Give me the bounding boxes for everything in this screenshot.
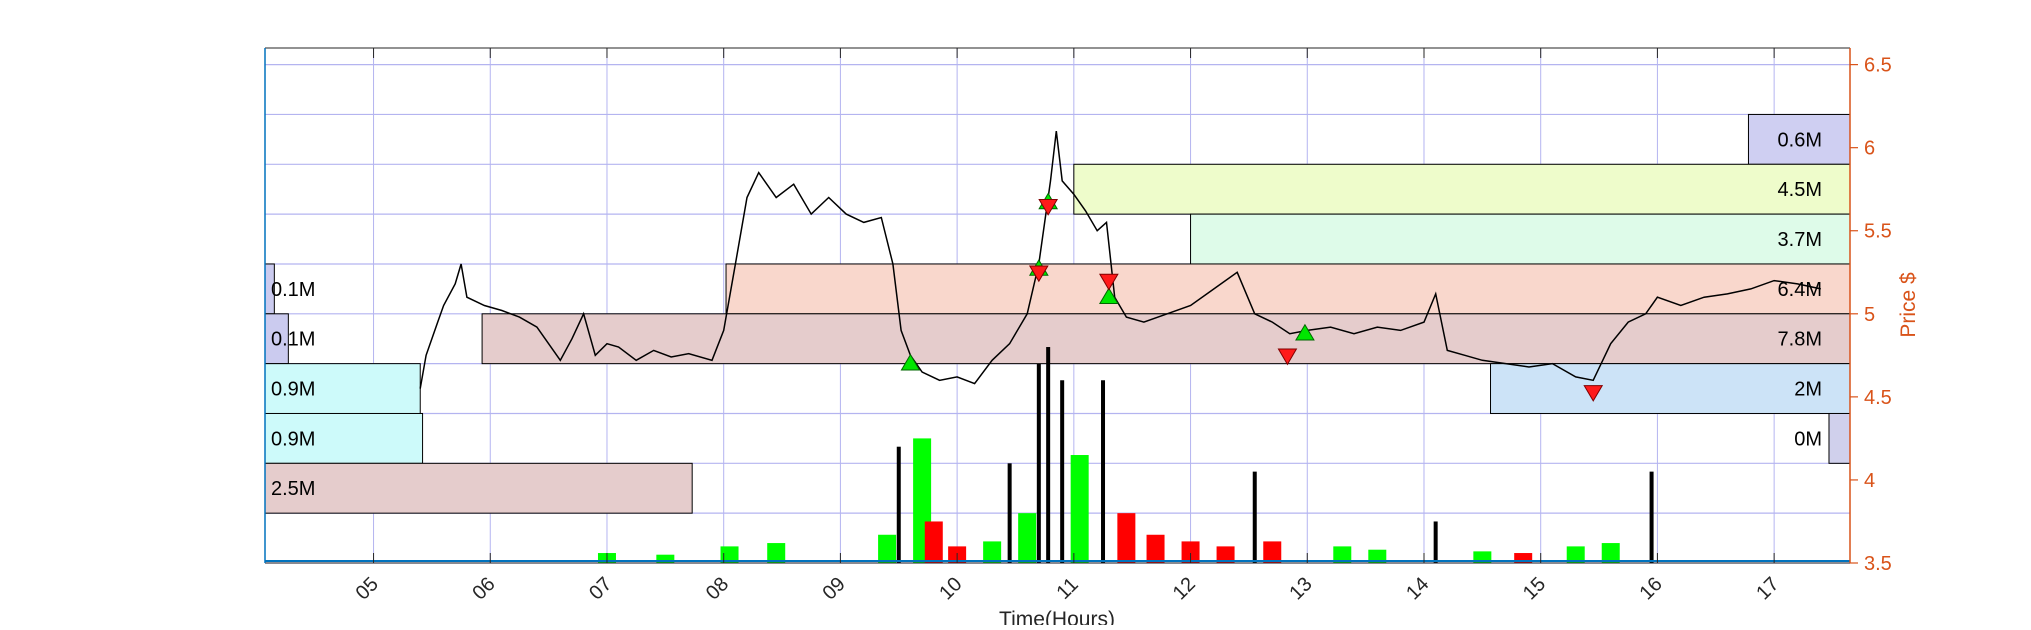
volume-profile-bar [1073, 163, 1851, 215]
volume-bar [1601, 543, 1620, 563]
volume-bar [1433, 521, 1438, 563]
volume-bar [924, 521, 943, 563]
volume-bar [1060, 380, 1065, 563]
volume-profile-label: 6.4M [1778, 279, 1822, 301]
sell-signal-marker [1098, 273, 1119, 291]
y-tick-label: 4 [1864, 470, 1875, 492]
volume-bar [1018, 513, 1037, 563]
sell-signal-marker [1277, 348, 1298, 366]
y-tick-label: 3.5 [1864, 553, 1892, 575]
volume-bar [1333, 546, 1352, 563]
volume-bar [1263, 541, 1282, 563]
y-axis-label: Price $ [1897, 272, 1920, 338]
volume-bar [1368, 549, 1387, 563]
volume-bar [767, 543, 786, 563]
volume-bar [1473, 551, 1492, 563]
price-line [419, 131, 1821, 389]
buy-signal-marker [1098, 287, 1119, 304]
volume-profile-label: 0.6M [1778, 129, 1822, 151]
volume-profile-bar [1828, 412, 1851, 464]
sell-signal-marker [1583, 385, 1604, 402]
volume-bar [1117, 513, 1136, 563]
volume-bar [1566, 546, 1585, 563]
price-series [419, 131, 1821, 389]
volume-profile-label: 0M [1794, 428, 1822, 450]
volume-bar [1146, 534, 1165, 563]
buy-signal-marker [1295, 323, 1315, 341]
volume-bar [1216, 546, 1235, 563]
volume-bar [720, 546, 739, 563]
volume-bar [656, 554, 675, 563]
signal-markers [900, 192, 1604, 402]
volume-bar [1514, 553, 1533, 563]
volume-bar [1070, 455, 1089, 563]
x-axis-label: Time(Hours) [999, 608, 1115, 625]
sell-signal-marker [1028, 265, 1049, 283]
volume-profile-label: 0.1M [271, 329, 315, 351]
volume-bar [1649, 471, 1654, 563]
volume-profile-label: 0.9M [271, 428, 315, 450]
volume-profile-bar [264, 412, 424, 464]
buy-signal-marker [900, 353, 921, 371]
volume-profile-label: 7.8M [1778, 329, 1822, 351]
volume-profile-label: 2M [1794, 379, 1822, 401]
volume-profile-label: 2.5M [271, 478, 315, 500]
volume-bar [1252, 471, 1257, 563]
volume-bar [1007, 463, 1012, 563]
volume-bar [1181, 541, 1200, 563]
volume-profile-bar [725, 263, 1851, 315]
volume-bar [878, 534, 897, 563]
volume-bar [983, 541, 1002, 563]
y-tick-label: 4.5 [1864, 387, 1892, 409]
y-tick-label: 6.5 [1864, 55, 1892, 77]
y-tick-label: 5 [1864, 304, 1875, 326]
volume-profile-bar [1490, 363, 1851, 414]
volume-bars [265, 347, 1850, 563]
volume-profile-bar [264, 363, 421, 414]
volume-profile-left: 0.1M 0.1M 0.9M 0.9M 2.5M [264, 263, 693, 514]
volume-bar [1046, 347, 1051, 563]
volume-profile-right: 0.6M 4.5M 3.7M 6.4M 7.8M 2M 0M [481, 113, 1851, 464]
volume-bar [1101, 380, 1106, 563]
volume-bar [896, 446, 901, 563]
volume-profile-bar [264, 462, 693, 514]
y-tick-label: 6 [1864, 138, 1875, 160]
volume-bar [1036, 363, 1041, 563]
y-tick-label: 5.5 [1864, 221, 1892, 243]
sell-signal-marker [1038, 199, 1059, 216]
volume-profile-label: 3.7M [1778, 229, 1822, 251]
volume-profile-label: 0.1M [271, 279, 315, 301]
volume-profile-label: 4.5M [1778, 179, 1822, 201]
volume-profile-bar [481, 313, 1851, 365]
volume-profile-bar [1190, 213, 1851, 265]
volume-profile-label: 0.9M [271, 379, 315, 401]
